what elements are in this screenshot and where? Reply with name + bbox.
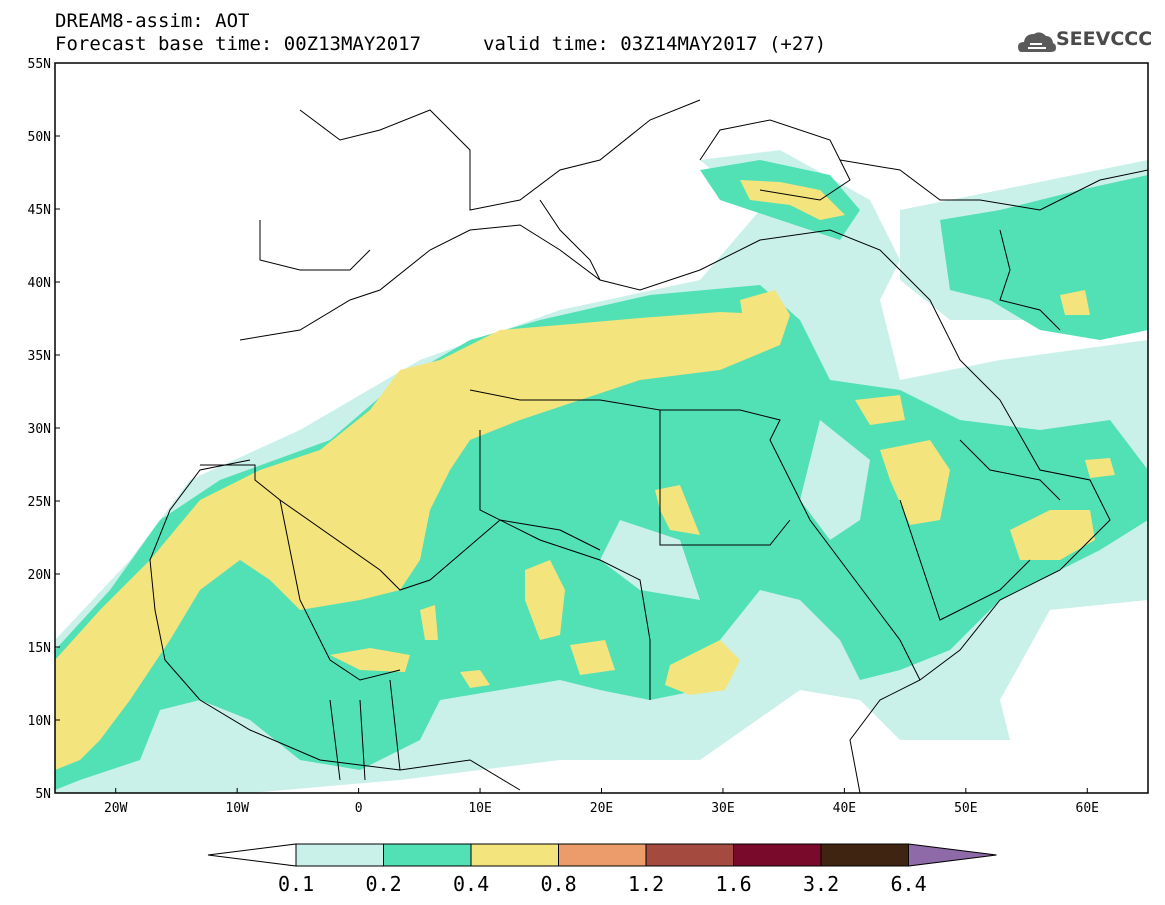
colorbar-segment	[558, 843, 647, 867]
colorbar-label: 0.4	[453, 872, 490, 896]
colorbar-label: 6.4	[890, 872, 927, 896]
colorbar-label: 0.2	[365, 872, 402, 896]
colorbar-label: 0.8	[540, 872, 577, 896]
title-base-time: Forecast base time: 00Z13MAY2017	[55, 33, 422, 55]
colorbar-label: 1.2	[628, 872, 665, 896]
lon-label: 20W	[104, 801, 128, 816]
lon-label: 10E	[468, 801, 491, 816]
aot-field	[55, 150, 1148, 793]
lon-label: 0	[355, 801, 363, 816]
colorbar-label: 3.2	[803, 872, 840, 896]
colorbar-segment	[820, 843, 909, 867]
lon-label: 50E	[954, 801, 977, 816]
colorbar-segment	[470, 843, 559, 867]
lat-label: 25N	[28, 495, 51, 510]
coastlines	[149, 99, 1148, 793]
colorbar-segment	[383, 843, 472, 867]
lon-label: 20E	[590, 801, 613, 816]
colorbar-label: 1.6	[715, 872, 752, 896]
colorbar-label: 0.1	[278, 872, 315, 896]
title-valid-time: valid time: 03Z14MAY2017 (+27)	[483, 33, 827, 55]
lat-label: 55N	[28, 57, 51, 72]
logo-text: SEEVCCC	[1056, 28, 1153, 50]
colorbar-segment	[645, 843, 734, 867]
colorbar	[207, 843, 997, 867]
lat-label: 45N	[28, 203, 51, 218]
longitude-axis: 20W 10W 0 10E 20E 30E 40E 50E 60E	[104, 788, 1099, 816]
latitude-axis: 55N 50N 45N 40N 35N 30N 25N 20N 15N 10N 5N	[28, 57, 60, 802]
colorbar-max-arrow	[908, 843, 997, 867]
lat-label: 10N	[28, 714, 51, 729]
lat-label: 50N	[28, 130, 51, 145]
lat-label: 20N	[28, 568, 51, 583]
lon-label: 10W	[225, 801, 249, 816]
colorbar-segment	[295, 843, 384, 867]
title-product: DREAM8-assim: AOT	[55, 10, 250, 32]
lat-label: 40N	[28, 276, 51, 291]
colorbar-min-arrow	[207, 843, 297, 867]
cloud-icon	[1018, 32, 1056, 52]
lat-label: 15N	[28, 641, 51, 656]
lat-label: 30N	[28, 422, 51, 437]
lon-label: 60E	[1076, 801, 1099, 816]
colorbar-segment	[733, 843, 822, 867]
lon-label: 40E	[833, 801, 856, 816]
lon-label: 30E	[711, 801, 734, 816]
lat-label: 35N	[28, 349, 51, 364]
lat-label: 5N	[35, 787, 51, 802]
